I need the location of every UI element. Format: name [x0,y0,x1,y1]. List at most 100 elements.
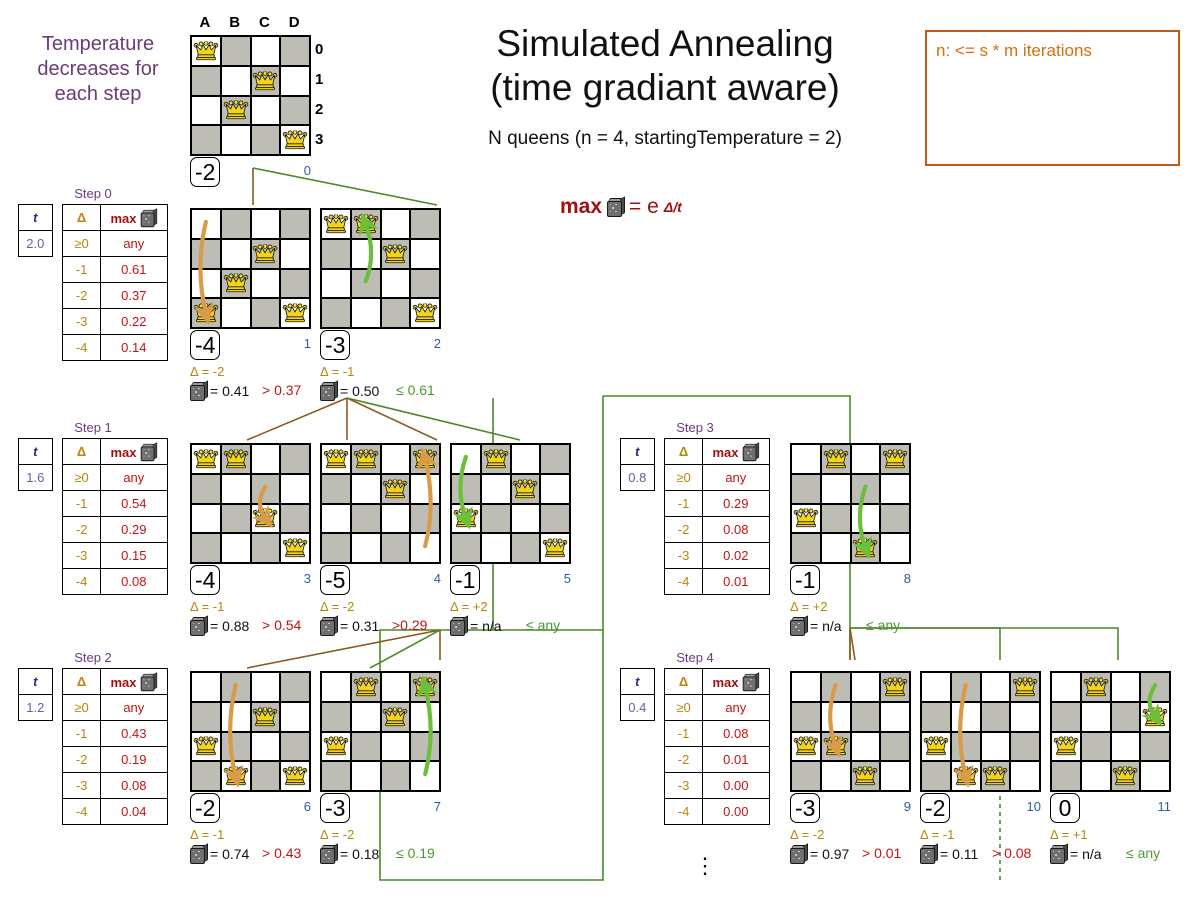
board-cell[interactable] [380,444,411,474]
board-cell[interactable] [220,701,251,732]
board-cell[interactable] [220,209,251,239]
board-cell[interactable] [850,503,881,534]
board-cell[interactable] [791,533,821,563]
board-cell[interactable] [820,761,851,791]
board-cell[interactable] [191,473,221,504]
board-cell[interactable] [1140,731,1170,762]
board-cell[interactable] [410,731,440,762]
board-cell[interactable] [791,701,821,732]
board-cell[interactable] [791,444,821,474]
board-cell[interactable] [250,298,281,328]
board-cell[interactable] [950,731,981,762]
board-cell[interactable] [410,701,440,732]
board-cell[interactable] [250,761,281,791]
board-cell[interactable] [321,672,351,702]
board-cell[interactable] [350,238,381,269]
board-cell[interactable] [350,761,381,791]
board-cell[interactable] [280,238,310,269]
board-cell[interactable] [191,65,221,96]
board-cell[interactable] [191,125,221,155]
board-cell[interactable] [950,701,981,732]
board-cell[interactable] [220,268,251,299]
board-cell[interactable] [321,533,351,563]
board-cell[interactable] [791,761,821,791]
board-cell[interactable] [220,761,251,791]
board-cell[interactable] [1140,672,1170,702]
board-cell[interactable] [280,268,310,299]
chessboard[interactable] [790,443,911,564]
board-cell[interactable] [410,268,440,299]
board-cell[interactable] [280,444,310,474]
board-cell[interactable] [980,672,1011,702]
board-cell[interactable] [1110,731,1141,762]
board-cell[interactable] [350,209,381,239]
board-cell[interactable] [850,473,881,504]
board-cell[interactable] [880,473,910,504]
board-cell[interactable] [191,298,221,328]
board-cell[interactable] [380,533,411,563]
chessboard[interactable] [320,671,441,792]
board-3[interactable]: -4 3 Δ = -1 = 0.88 > 0.54 [190,443,311,636]
board-cell[interactable] [191,209,221,239]
board-cell[interactable] [480,444,511,474]
board-cell[interactable] [451,473,481,504]
board-11[interactable]: 0 11 Δ = +1 = n/a ≤ any [1050,671,1171,864]
board-cell[interactable] [191,503,221,534]
board-cell[interactable] [220,731,251,762]
board-cell[interactable] [220,298,251,328]
board-cell[interactable] [1110,761,1141,791]
board-cell[interactable] [510,533,541,563]
board-cell[interactable] [880,731,910,762]
chessboard[interactable] [190,443,311,564]
chessboard[interactable] [450,443,571,564]
board-cell[interactable] [191,701,221,732]
board-cell[interactable] [791,473,821,504]
board-cell[interactable] [250,533,281,563]
board-cell[interactable] [380,761,411,791]
board-cell[interactable] [921,731,951,762]
board-cell[interactable] [220,503,251,534]
chessboard[interactable] [1050,671,1171,792]
board-cell[interactable] [220,473,251,504]
board-cell[interactable] [850,701,881,732]
board-cell[interactable] [820,731,851,762]
board-cell[interactable] [880,761,910,791]
chessboard[interactable] [920,671,1041,792]
board-cell[interactable] [380,209,411,239]
board-cell[interactable] [191,761,221,791]
board-cell[interactable] [820,701,851,732]
board-cell[interactable] [1010,761,1040,791]
board-cell[interactable] [191,268,221,299]
board-cell[interactable] [850,731,881,762]
board-cell[interactable] [250,209,281,239]
board-cell[interactable] [250,125,281,155]
board-cell[interactable] [1080,731,1111,762]
board-cell[interactable] [280,95,310,126]
board-cell[interactable] [280,761,310,791]
board-cell[interactable] [191,238,221,269]
board-cell[interactable] [220,65,251,96]
board-cell[interactable] [250,701,281,732]
board-10[interactable]: -2 10 Δ = -1 = 0.11 > 0.08 [920,671,1041,864]
board-cell[interactable] [410,298,440,328]
board-cell[interactable] [191,95,221,126]
board-cell[interactable] [280,473,310,504]
board-cell[interactable] [380,672,411,702]
board-cell[interactable] [321,209,351,239]
board-cell[interactable] [250,503,281,534]
board-cell[interactable] [380,298,411,328]
board-cell[interactable] [380,268,411,299]
board-cell[interactable] [980,701,1011,732]
board-cell[interactable] [791,672,821,702]
board-cell[interactable] [410,473,440,504]
board-cell[interactable] [1010,672,1040,702]
board-cell[interactable] [280,731,310,762]
board-cell[interactable] [220,238,251,269]
board-cell[interactable] [350,533,381,563]
board-cell[interactable] [820,503,851,534]
board-cell[interactable] [250,444,281,474]
board-cell[interactable] [820,533,851,563]
board-cell[interactable] [380,731,411,762]
board-cell[interactable] [321,298,351,328]
board-cell[interactable] [540,533,570,563]
